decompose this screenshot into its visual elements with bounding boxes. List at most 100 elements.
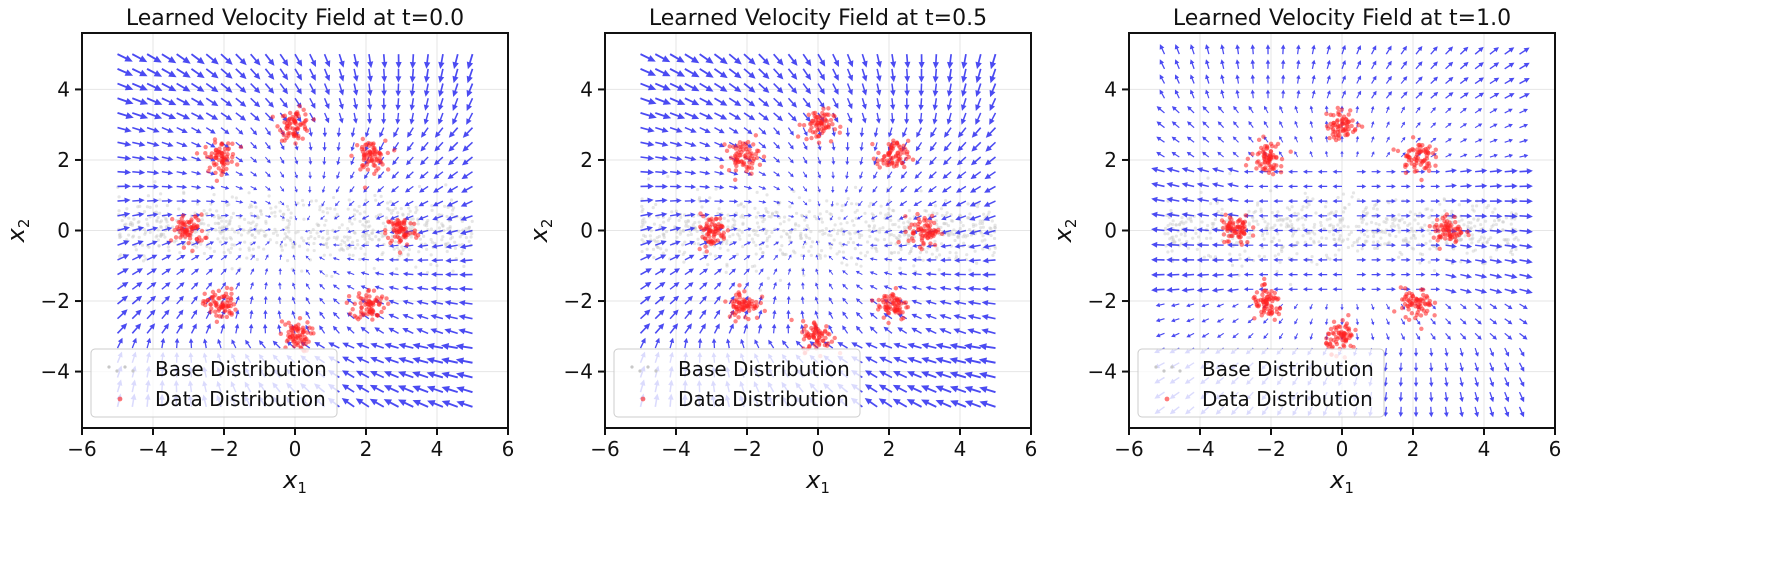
velocity-arrow (1474, 362, 1479, 372)
legend-label-data: Data Distribution (678, 387, 849, 411)
base-point (416, 222, 420, 226)
velocity-arrow (828, 283, 834, 290)
velocity-arrow (773, 68, 784, 80)
base-point (1391, 221, 1395, 226)
velocity-arrow (950, 400, 967, 408)
velocity-arrow (264, 112, 274, 122)
data-point (290, 331, 295, 336)
y-tick-label: −2 (41, 289, 70, 313)
velocity-arrow (381, 54, 388, 69)
base-point (380, 252, 384, 257)
base-point (892, 209, 896, 213)
base-point (1195, 247, 1199, 252)
base-point (317, 234, 321, 239)
velocity-arrow (817, 171, 821, 179)
velocity-arrow (1156, 121, 1165, 129)
base-point (813, 214, 817, 219)
base-point (1333, 237, 1337, 242)
data-point (295, 110, 300, 115)
base-point (739, 215, 743, 219)
velocity-arrow (803, 228, 808, 232)
velocity-arrow (900, 171, 908, 179)
base-point (1332, 237, 1336, 241)
base-point (664, 229, 669, 234)
velocity-arrow (377, 186, 385, 193)
velocity-arrow (871, 200, 878, 207)
data-point (311, 331, 316, 336)
base-point (1485, 240, 1489, 245)
data-point (813, 117, 819, 123)
velocity-arrow (890, 68, 896, 83)
base-point (230, 227, 234, 231)
velocity-arrow (1186, 318, 1195, 323)
data-point (719, 164, 724, 169)
data-point (906, 238, 911, 243)
data-point (801, 337, 807, 342)
velocity-arrow (1205, 44, 1210, 55)
velocity-arrow (1445, 122, 1452, 128)
data-point (287, 110, 293, 116)
base-point (136, 220, 140, 225)
velocity-arrow (146, 68, 163, 77)
velocity-arrow (206, 213, 215, 218)
velocity-arrow (875, 112, 881, 124)
velocity-arrow (458, 314, 473, 321)
velocity-arrow (640, 126, 655, 133)
base-point (335, 235, 340, 239)
base-point (853, 247, 857, 251)
velocity-arrow (1415, 61, 1423, 70)
base-point (793, 251, 797, 255)
velocity-arrow (322, 171, 326, 180)
base-point (807, 210, 811, 214)
velocity-arrow (842, 311, 849, 319)
base-point (935, 246, 939, 250)
base-point (364, 220, 368, 224)
base-point (695, 187, 700, 192)
velocity-arrow (1211, 227, 1224, 233)
base-point (1259, 209, 1263, 214)
data-point (385, 235, 391, 241)
base-point (1328, 211, 1333, 215)
base-point (656, 239, 660, 244)
velocity-arrow (1294, 151, 1298, 158)
velocity-arrow (861, 53, 868, 68)
velocity-arrow (1474, 92, 1485, 99)
base-point (871, 219, 875, 223)
velocity-arrow (904, 54, 911, 69)
data-point (803, 323, 808, 329)
velocity-arrow (374, 271, 384, 276)
base-point (966, 216, 971, 220)
base-point (1413, 218, 1417, 222)
velocity-arrow (398, 357, 414, 364)
x-tick-label: −6 (590, 437, 619, 461)
velocity-arrow (654, 323, 665, 334)
base-point (281, 218, 285, 222)
data-point (928, 241, 933, 246)
base-point (344, 243, 348, 248)
base-point (1270, 211, 1274, 215)
base-point (1171, 222, 1175, 227)
base-point (164, 225, 168, 229)
velocity-arrow (190, 295, 198, 305)
base-point (1465, 251, 1469, 255)
velocity-arrow (1317, 169, 1328, 174)
data-point (385, 167, 391, 172)
base-point (325, 211, 330, 215)
velocity-arrow (655, 97, 672, 105)
base-point (651, 247, 656, 251)
base-point (1491, 210, 1495, 214)
velocity-arrow (870, 229, 878, 234)
base-point (239, 233, 244, 237)
data-point (212, 137, 218, 142)
base-point (366, 219, 371, 224)
data-point (1334, 119, 1340, 124)
base-point (950, 232, 954, 236)
base-point (449, 198, 454, 202)
data-point (881, 315, 886, 320)
velocity-arrow (279, 97, 288, 109)
velocity-arrow (1309, 150, 1313, 158)
velocity-arrow (191, 156, 202, 162)
velocity-arrow (176, 141, 188, 148)
data-point (202, 291, 207, 297)
base-point (677, 218, 681, 223)
